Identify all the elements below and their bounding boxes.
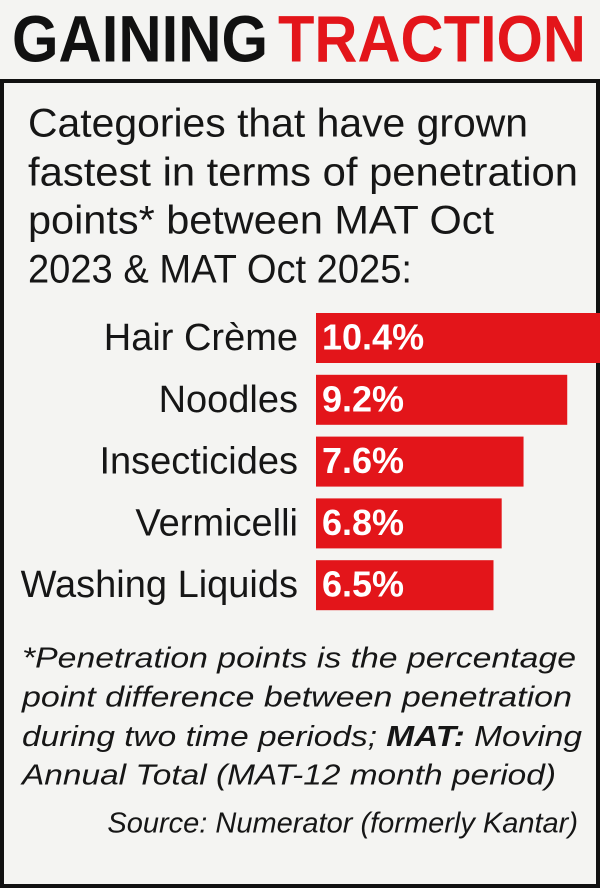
note-bold: MAT: bbox=[386, 721, 465, 753]
note-text: during two time periods; bbox=[22, 721, 377, 753]
note-line: during two time periods; MAT: Moving bbox=[22, 721, 582, 753]
category-label: Washing Liquids bbox=[21, 564, 298, 606]
title-part: GAINING bbox=[12, 1, 268, 75]
category-label: Hair Crème bbox=[104, 317, 298, 359]
subtitle-line: fastest in terms of penetration bbox=[28, 151, 578, 195]
subtitle-line: Categories that have grown bbox=[28, 102, 528, 146]
category-label: Insecticides bbox=[99, 441, 298, 483]
bar bbox=[316, 374, 568, 425]
bar bbox=[316, 560, 494, 611]
note-line: point difference between penetration bbox=[21, 682, 572, 714]
note-line: *Penetration points is the percentage bbox=[22, 643, 576, 675]
category-label: Vermicelli bbox=[135, 502, 298, 544]
note-text: Moving bbox=[474, 721, 582, 753]
bar bbox=[316, 498, 502, 549]
frame bbox=[0, 79, 600, 888]
value-label: 10.4% bbox=[322, 317, 424, 358]
subtitle-line: 2023 & MAT Oct 2025: bbox=[28, 248, 412, 292]
note-line: Annual Total (MAT-12 month period) bbox=[20, 760, 556, 792]
value-label: 6.8% bbox=[322, 502, 404, 543]
subtitle-line: points* between MAT Oct bbox=[28, 199, 494, 243]
source: Source: Numerator (formerly Kantar) bbox=[107, 808, 578, 840]
category-label: Noodles bbox=[159, 379, 298, 421]
title-part: TRACTION bbox=[278, 1, 586, 75]
bar bbox=[316, 436, 524, 487]
value-label: 9.2% bbox=[322, 378, 404, 419]
value-label: 6.5% bbox=[322, 564, 404, 605]
value-label: 7.6% bbox=[322, 440, 404, 481]
bar bbox=[316, 313, 600, 363]
